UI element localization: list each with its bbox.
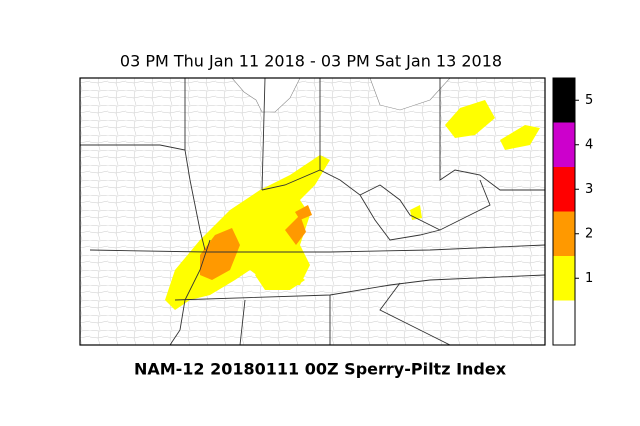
colorbar-label: 2 [585, 226, 593, 241]
colorbar-segment [553, 122, 575, 167]
colorbar-segment [553, 211, 575, 256]
lake [369, 78, 451, 111]
colorbar-label: 3 [585, 182, 593, 197]
lake [231, 78, 301, 113]
colorbar-label: 1 [585, 271, 593, 286]
colorbar: 1 2 3 4 5 [552, 77, 593, 346]
colorbar-frame [552, 77, 576, 346]
caption: NAM-12 20180111 00Z Sperry-Piltz Index [134, 360, 507, 379]
colorbar-segment [553, 78, 575, 123]
map-frame [79, 77, 546, 346]
map [80, 78, 545, 345]
colorbar-segment [553, 167, 575, 212]
colorbar-segment [553, 300, 575, 345]
colorbar-label: 4 [585, 137, 593, 152]
state-borders [80, 78, 545, 345]
title: 03 PM Thu Jan 11 2018 - 03 PM Sat Jan 13… [120, 52, 502, 71]
colorbar-label: 5 [585, 93, 593, 108]
colorbar-segment [553, 256, 575, 301]
